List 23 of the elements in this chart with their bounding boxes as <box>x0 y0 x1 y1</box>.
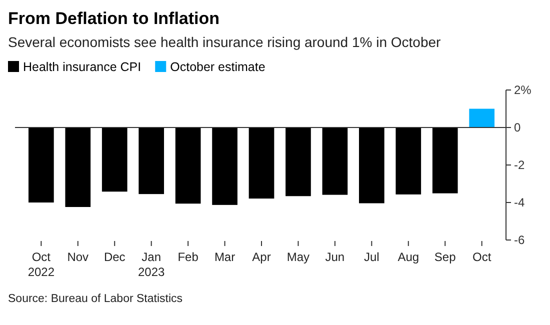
legend-label: Health insurance CPI <box>23 60 142 74</box>
legend-label: October estimate <box>170 60 266 74</box>
x-tick-label: Jun <box>325 250 345 264</box>
chart-title: From Deflation to Inflation <box>8 9 220 28</box>
x-tick-label: Aug <box>398 250 420 264</box>
y-tick-label: -6 <box>514 233 525 248</box>
x-tick-label: Feb <box>178 250 199 264</box>
x-tick-label: Jan 2023 <box>138 250 166 279</box>
y-tick-label: 2% <box>514 83 532 98</box>
y-tick-label: 0 <box>514 120 521 135</box>
x-tick-label: Jul <box>364 250 380 264</box>
source-note: Source: Bureau of Labor Statistics <box>8 293 183 305</box>
y-tick-label: -4 <box>514 196 525 210</box>
x-tick-label: Apr <box>252 250 271 264</box>
x-tick-label: Dec <box>104 250 126 264</box>
x-tick-label: Nov <box>67 250 89 264</box>
x-tick-label: Sep <box>434 250 456 264</box>
x-tick-label: Mar <box>214 250 236 264</box>
x-tick-label: May <box>286 250 310 264</box>
y-tick-label: -2 <box>514 158 525 172</box>
x-tick-label: Oct <box>472 250 492 264</box>
x-tick-label: Oct 2022 <box>28 250 55 279</box>
chart-subtitle: Several economists see health insurance rising around 1% in October <box>8 34 442 50</box>
